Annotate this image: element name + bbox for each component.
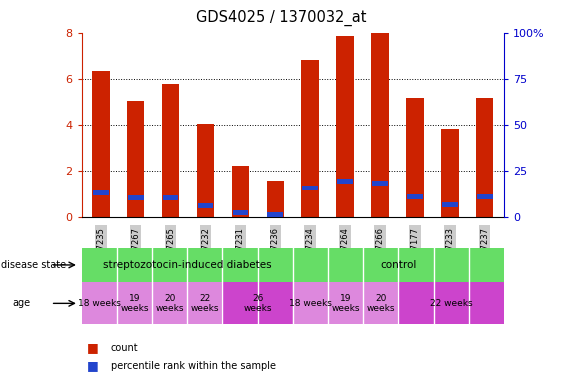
- Bar: [128, 195, 144, 200]
- Bar: [441, 129, 458, 217]
- Bar: [82, 282, 117, 324]
- Bar: [198, 203, 213, 208]
- Bar: [233, 210, 248, 215]
- Bar: [293, 248, 504, 282]
- Text: ■: ■: [87, 359, 99, 372]
- Bar: [372, 181, 388, 186]
- Bar: [477, 194, 493, 199]
- Bar: [92, 71, 110, 217]
- Bar: [232, 166, 249, 217]
- Bar: [82, 248, 293, 282]
- Bar: [328, 282, 363, 324]
- Bar: [117, 282, 152, 324]
- Text: ■: ■: [87, 341, 99, 354]
- Bar: [162, 84, 180, 217]
- Bar: [293, 282, 328, 324]
- Bar: [406, 98, 423, 217]
- Text: 22 weeks: 22 weeks: [430, 299, 472, 308]
- Text: disease state: disease state: [1, 260, 66, 270]
- Bar: [127, 101, 145, 217]
- Text: 26
weeks: 26 weeks: [243, 294, 272, 313]
- Bar: [336, 36, 354, 217]
- Text: control: control: [380, 260, 417, 270]
- Bar: [222, 282, 293, 324]
- Bar: [407, 194, 423, 199]
- Bar: [301, 60, 319, 217]
- Text: 20
weeks: 20 weeks: [155, 294, 184, 313]
- Text: 19
weeks: 19 weeks: [120, 294, 149, 313]
- Bar: [363, 282, 399, 324]
- Bar: [442, 202, 458, 207]
- Text: 18 weeks: 18 weeks: [78, 299, 120, 308]
- Text: 20
weeks: 20 weeks: [367, 294, 395, 313]
- Bar: [93, 190, 109, 195]
- Bar: [337, 179, 353, 184]
- Text: 18 weeks: 18 weeks: [289, 299, 332, 308]
- Bar: [267, 181, 284, 217]
- Bar: [187, 282, 222, 324]
- Bar: [302, 186, 318, 190]
- Bar: [197, 124, 215, 217]
- Bar: [371, 33, 388, 217]
- Bar: [399, 282, 504, 324]
- Text: GDS4025 / 1370032_at: GDS4025 / 1370032_at: [196, 10, 367, 26]
- Text: 19
weeks: 19 weeks: [331, 294, 360, 313]
- Bar: [476, 98, 493, 217]
- Bar: [163, 195, 178, 200]
- Text: streptozotocin-induced diabetes: streptozotocin-induced diabetes: [103, 260, 271, 270]
- Text: age: age: [12, 298, 30, 308]
- Text: count: count: [111, 343, 138, 353]
- Text: percentile rank within the sample: percentile rank within the sample: [111, 361, 276, 371]
- Text: 22
weeks: 22 weeks: [190, 294, 219, 313]
- Bar: [152, 282, 187, 324]
- Bar: [267, 212, 283, 217]
